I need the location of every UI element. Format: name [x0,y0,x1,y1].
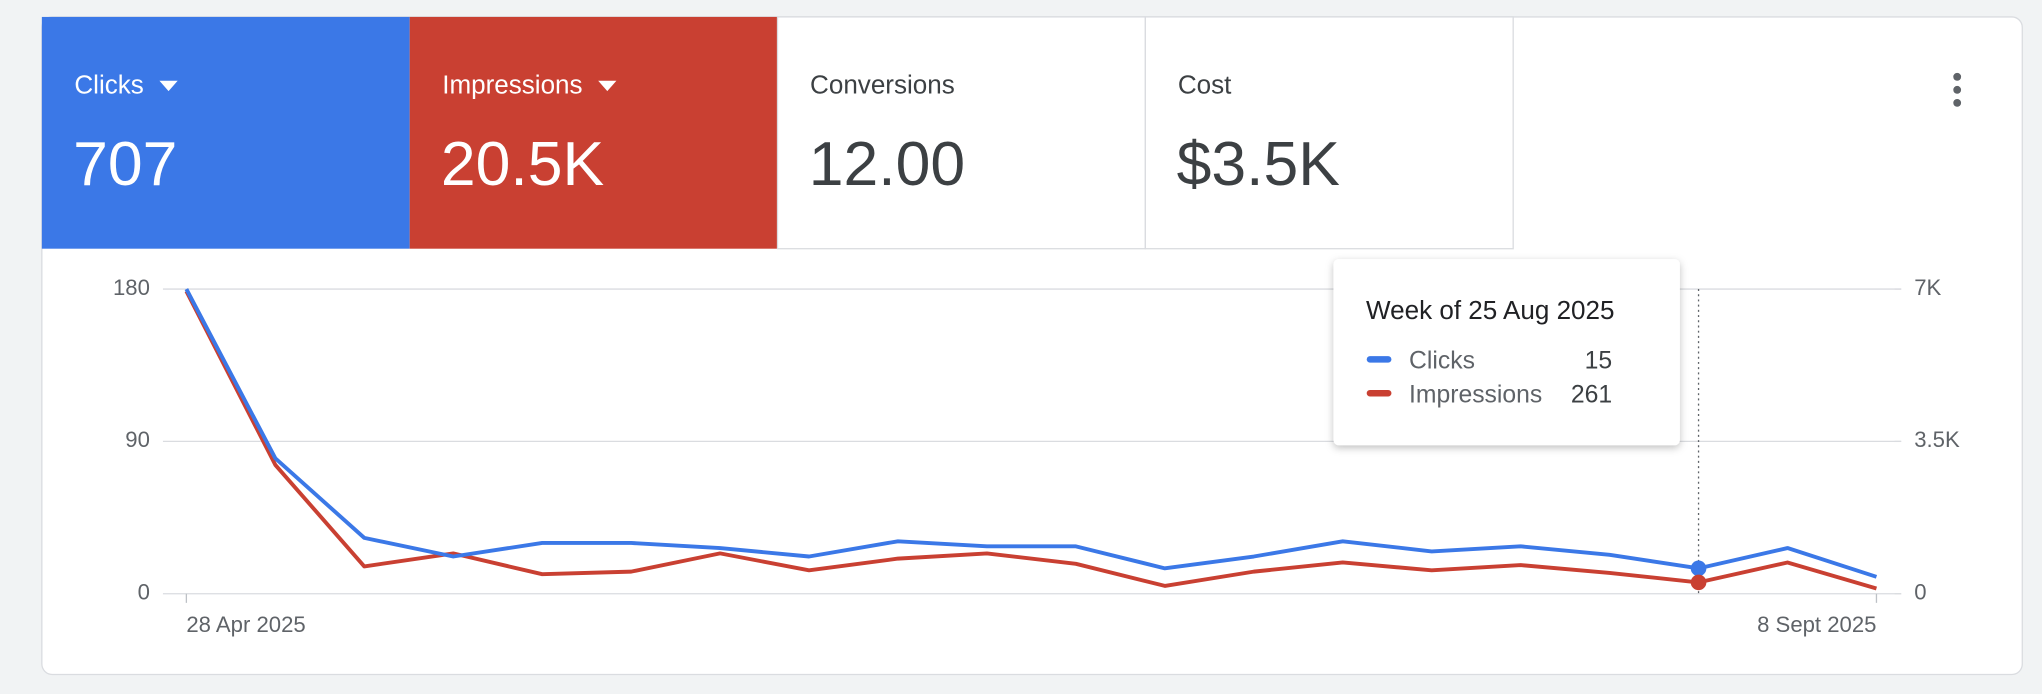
tooltip-value: 261 [1571,381,1612,408]
tile-label: Clicks [74,70,143,100]
tooltip-value: 15 [1585,347,1613,374]
tile-background [1144,16,1514,250]
hover-point [1690,560,1707,577]
metric-tile[interactable]: Impressions 20.5K [409,16,778,249]
y-tick-label: 90 [125,427,150,452]
tile-value: 707 [73,129,177,199]
metric-tile[interactable]: Clicks 707 [41,16,410,249]
tile-background [409,16,778,249]
x-tick-label: 8 Sept 2025 [1757,612,1876,637]
metric-tile[interactable]: Cost $3.5K [1144,16,1514,250]
tooltip-name: Clicks [1409,347,1475,374]
tile-label: Conversions [810,70,955,100]
tile-background [776,16,1146,250]
dropdown-arrow [159,80,178,92]
metric-tile[interactable]: Conversions 12.00 [776,16,1146,250]
tile-value: 20.5K [441,129,604,199]
dropdown-arrow [598,80,617,92]
y2-tick-label: 0 [1914,580,1926,605]
more-menu[interactable] [1953,72,1962,107]
tile-value: 12.00 [809,129,965,199]
y-tick-label: 180 [113,275,150,300]
tooltip: Week of 25 Aug 2025 Clicks 15 Impressions 26… [1333,259,1680,446]
series-line [184,288,1878,579]
tooltip-title: Week of 25 Aug 2025 [1366,295,1614,325]
y2-tick-label: 3.5K [1914,427,1960,452]
tile-label: Impressions [442,70,582,100]
tile-value: $3.5K [1177,129,1340,199]
tile-label: Cost [1178,70,1232,100]
y-tick-label: 0 [138,580,150,605]
series-line [184,290,1878,591]
x-tick-label: 28 Apr 2025 [186,612,305,637]
tooltip-box [1333,259,1680,446]
y2-tick-label: 7K [1914,275,1941,300]
tile-background [41,16,410,249]
hover-point [1690,574,1707,591]
tooltip-name: Impressions [1409,381,1542,408]
